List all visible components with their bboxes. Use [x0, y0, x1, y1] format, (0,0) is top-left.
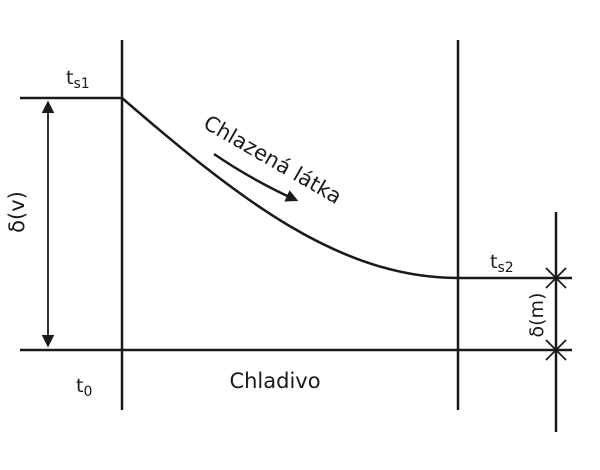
ts2-label: ts2: [490, 251, 514, 276]
delta-m-top-tick: [545, 267, 567, 289]
delta-m-label: δ(m): [526, 293, 548, 338]
flow-direction-arrow: [213, 152, 299, 202]
coolant-label: Chladivo: [229, 369, 320, 393]
delta-m-bottom-tick: [545, 339, 567, 361]
ts1-label: ts1: [66, 67, 90, 92]
t0-label: t0: [76, 375, 92, 400]
delta-v-label: δ(v): [5, 191, 29, 233]
cooled-substance-temperature-curve: [121, 97, 459, 280]
